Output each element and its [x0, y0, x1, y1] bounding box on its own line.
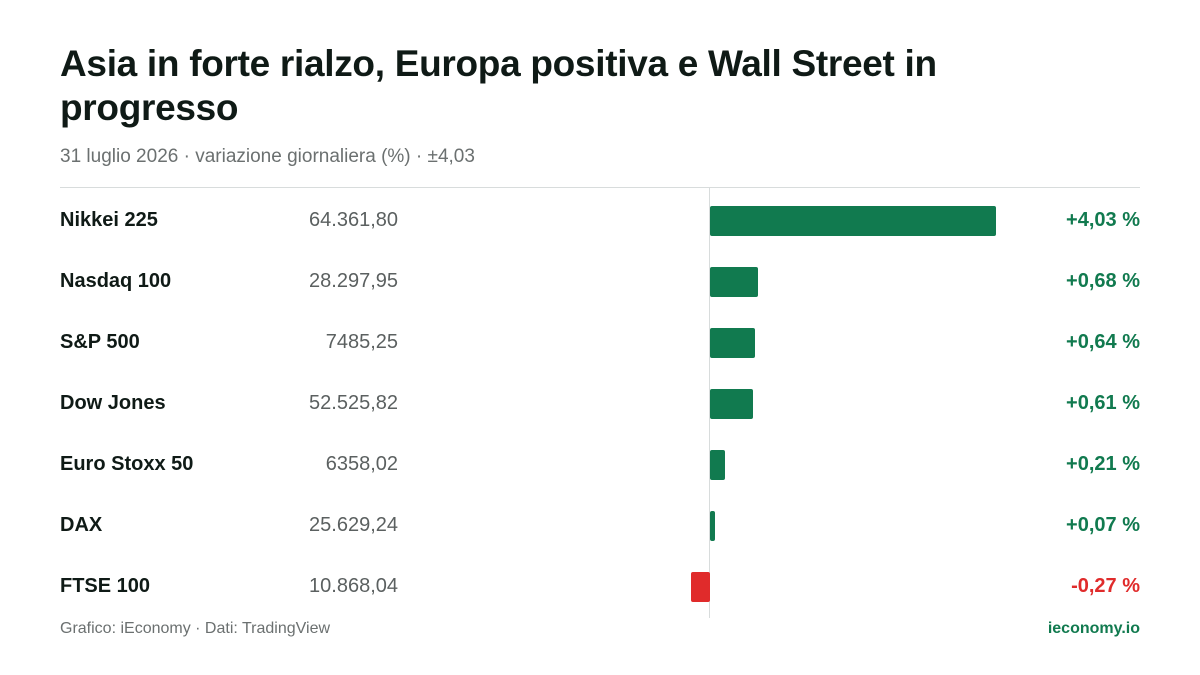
change-percent-label: +0,68 %: [1066, 270, 1140, 292]
change-bar: [710, 267, 759, 297]
footer-source: Grafico: iEconomy · Dati: TradingView: [60, 620, 331, 637]
index-name: Dow Jones: [60, 392, 166, 414]
index-name: Euro Stoxx 50: [60, 453, 194, 475]
zero-axis-line: [709, 188, 710, 618]
change-bar: [710, 511, 715, 541]
index-price: 6358,02: [325, 453, 398, 475]
index-name: Nasdaq 100: [60, 270, 172, 292]
chart-title: Asia in forte rialzo, Europa positiva e …: [60, 43, 937, 128]
index-row: Dow Jones 52.525,82 +0,61 %: [0, 373, 1200, 434]
index-row: Nasdaq 100 28.297,95 +0,68 %: [0, 251, 1200, 312]
change-bar: [710, 328, 756, 358]
change-percent-label: +0,61 %: [1066, 392, 1140, 414]
chart-subtitle: 31 luglio 2026 · variazione giornaliera …: [60, 146, 475, 167]
index-row: FTSE 100 10.868,04 -0,27 %: [0, 556, 1200, 617]
index-price: 28.297,95: [309, 270, 398, 292]
index-name: DAX: [60, 514, 103, 536]
change-percent-label: +0,64 %: [1066, 331, 1140, 353]
index-row: DAX 25.629,24 +0,07 %: [0, 495, 1200, 556]
index-name: S&P 500: [60, 331, 140, 353]
index-price: 7485,25: [325, 331, 398, 353]
top-divider: [60, 187, 1140, 188]
index-row: Nikkei 225 64.361,80 +4,03 %: [0, 190, 1200, 251]
index-price: 10.868,04: [309, 575, 398, 597]
footer-site-link[interactable]: ieconomy.io: [1047, 620, 1140, 637]
change-percent-label: +0,21 %: [1066, 453, 1140, 475]
change-bar: [690, 572, 710, 602]
index-row: S&P 500 7485,25 +0,64 %: [0, 312, 1200, 373]
index-name: FTSE 100: [60, 575, 151, 597]
index-price: 52.525,82: [309, 392, 398, 414]
change-percent-label: -0,27 %: [1071, 575, 1140, 597]
change-bar: [710, 206, 996, 236]
index-price: 64.361,80: [309, 209, 398, 231]
index-price: 25.629,24: [309, 514, 398, 536]
change-percent-label: +4,03 %: [1066, 209, 1140, 231]
change-percent-label: +0,07 %: [1066, 514, 1140, 536]
change-bar: [710, 389, 754, 419]
index-name: Nikkei 225: [60, 209, 158, 231]
index-row: Euro Stoxx 50 6358,02 +0,21 %: [0, 434, 1200, 495]
change-bar: [710, 450, 725, 480]
